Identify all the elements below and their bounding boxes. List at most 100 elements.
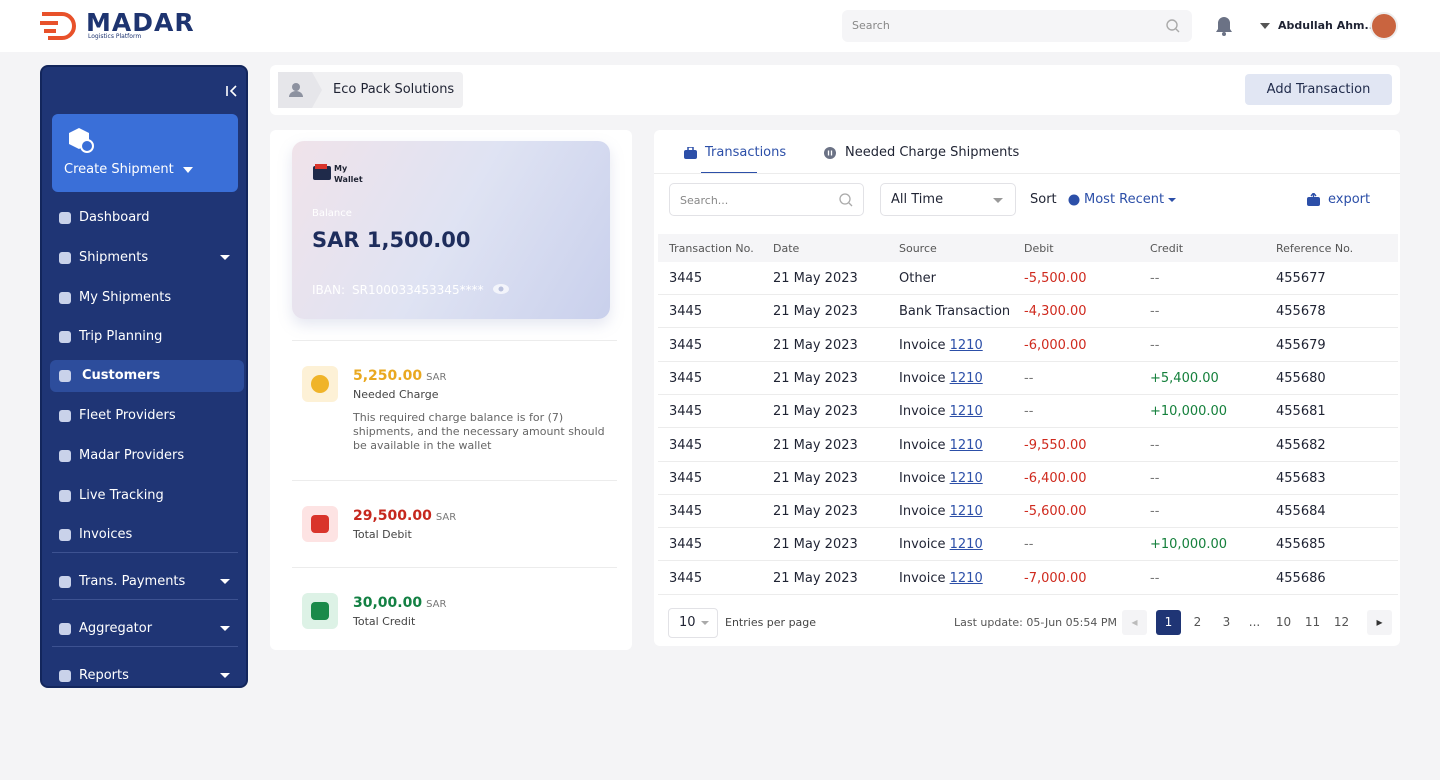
- user-name[interactable]: Abdullah Ahm...: [1278, 19, 1378, 32]
- table-search[interactable]: Search...: [669, 183, 864, 216]
- page-number[interactable]: 11: [1304, 615, 1321, 629]
- nav-item[interactable]: Reports: [50, 660, 244, 692]
- column-header: Debit: [1024, 242, 1054, 255]
- transaction-no-cell: 3445: [669, 304, 703, 320]
- search-box[interactable]: Search: [842, 10, 1192, 42]
- last-update: Last update: 05-Jun 05:54 PM: [954, 616, 1117, 629]
- nav-caret: [220, 626, 230, 636]
- invoice-link[interactable]: 1210: [949, 470, 983, 486]
- credit-cell: --: [1150, 337, 1160, 353]
- per-page-select[interactable]: 10: [668, 608, 718, 638]
- column-header: Reference No.: [1276, 242, 1354, 255]
- export-link[interactable]: export: [1328, 192, 1371, 207]
- sort-label: Sort: [1030, 192, 1057, 207]
- nav-item[interactable]: Fleet Providers: [50, 400, 244, 432]
- date-cell: 21 May 2023: [773, 504, 858, 520]
- summary-currency: SAR: [435, 512, 457, 523]
- caret: [1168, 198, 1176, 202]
- balance-label: Balance: [312, 208, 352, 219]
- collapse-icon[interactable]: [226, 85, 238, 97]
- create-shipment-button[interactable]: Create Shipment: [52, 114, 238, 192]
- nav-item[interactable]: Madar Providers: [50, 440, 244, 472]
- invoice-link[interactable]: 1210: [949, 404, 983, 420]
- page-number[interactable]: 3: [1222, 615, 1231, 629]
- summary-item: 5,250.00 SAR Needed Charge This required ch…: [292, 340, 617, 480]
- export-icon: [1307, 193, 1320, 206]
- nav-item[interactable]: Live Tracking: [50, 480, 244, 512]
- page-number[interactable]: ...: [1248, 615, 1261, 629]
- summary-label: Total Debit: [353, 528, 412, 541]
- prev-page[interactable]: ◂: [1122, 610, 1147, 635]
- invoice-link[interactable]: 1210: [949, 337, 983, 353]
- table-row: 3445 21 May 2023 Bank Transaction -4,300.00…: [658, 295, 1398, 329]
- eye-icon[interactable]: [492, 283, 510, 295]
- invoice-link[interactable]: 1210: [949, 437, 983, 453]
- page-number[interactable]: 10: [1275, 615, 1292, 629]
- nav-item[interactable]: Dashboard: [50, 202, 244, 234]
- credit-cell: +10,000.00: [1150, 537, 1228, 553]
- breadcrumb[interactable]: Eco Pack Solutions: [278, 72, 463, 108]
- summary-amount: 29,500.00 SAR: [353, 508, 456, 524]
- credit-cell: +10,000.00: [1150, 404, 1228, 420]
- nav-icon: [59, 576, 71, 588]
- summary-amount-value: 29,500.00: [353, 508, 432, 524]
- user-caret[interactable]: [1260, 23, 1270, 29]
- debit-cell: -5,600.00: [1024, 504, 1087, 520]
- column-header: Date: [773, 242, 800, 255]
- nav-item[interactable]: Trip Planning: [50, 321, 244, 353]
- summary-label: Total Credit: [353, 615, 416, 628]
- page-number[interactable]: 2: [1193, 615, 1202, 629]
- debit-cell: -7,000.00: [1024, 570, 1087, 586]
- date-cell: 21 May 2023: [773, 337, 858, 353]
- table-row: 3445 21 May 2023 Invoice 1210 -6,000.00 -- 45…: [658, 329, 1398, 362]
- nav-icon: [59, 623, 71, 635]
- reference-cell: 455686: [1276, 570, 1326, 586]
- reference-cell: 455684: [1276, 504, 1326, 520]
- date-cell: 21 May 2023: [773, 437, 858, 453]
- date-cell: 21 May 2023: [773, 404, 858, 420]
- transaction-no-cell: 3445: [669, 504, 703, 520]
- nav-icon: [59, 292, 71, 304]
- wallet-panel: My Wallet Balance SAR 1,500.00 IBAN: SR1…: [270, 130, 632, 650]
- box-icon: [69, 128, 94, 153]
- nav-item[interactable]: Customers: [50, 360, 244, 392]
- period-select[interactable]: All Time: [880, 183, 1016, 216]
- debit-cell: -9,550.00: [1024, 437, 1087, 453]
- logo-mark: [40, 12, 76, 40]
- sort-value[interactable]: Most Recent: [1084, 192, 1165, 207]
- invoice-link[interactable]: 1210: [949, 537, 983, 553]
- nav-label: Customers: [82, 368, 161, 383]
- date-cell: 21 May 2023: [773, 304, 858, 320]
- bell-icon[interactable]: [1215, 16, 1233, 36]
- avatar[interactable]: [1370, 12, 1398, 40]
- nav-item[interactable]: Aggregator: [50, 613, 244, 645]
- breadcrumb-label: Eco Pack Solutions: [333, 82, 455, 97]
- nav-item[interactable]: Invoices: [50, 519, 244, 551]
- column-header: Transaction No.: [669, 242, 754, 255]
- nav-label: My Shipments: [79, 290, 172, 305]
- nav-divider: [52, 599, 238, 600]
- tab-active[interactable]: Transactions: [705, 145, 787, 160]
- nav-label: Live Tracking: [79, 488, 164, 503]
- nav-item[interactable]: Shipments: [50, 242, 244, 274]
- tab[interactable]: Needed Charge Shipments: [845, 145, 1020, 160]
- table-row: 3445 21 May 2023 Invoice 1210 -- +10,000.00 4…: [658, 395, 1398, 429]
- reference-cell: 455678: [1276, 304, 1326, 320]
- summary-icon: [302, 366, 338, 402]
- summary-amount: 30,00.00 SAR: [353, 595, 446, 611]
- nav-item[interactable]: My Shipments: [50, 282, 244, 314]
- invoice-link[interactable]: 1210: [949, 570, 983, 586]
- table-row: 3445 21 May 2023 Other -5,500.00 -- 455677: [658, 262, 1398, 295]
- transaction-no-cell: 3445: [669, 404, 703, 420]
- transactions-table: Transaction No. Date Source Debit Credit Refe…: [654, 234, 1400, 600]
- invoice-link[interactable]: 1210: [949, 370, 983, 386]
- add-transaction-button[interactable]: Add Transaction: [1245, 74, 1392, 105]
- nav-item[interactable]: Trans. Payments: [50, 566, 244, 598]
- page-number[interactable]: 12: [1333, 615, 1350, 629]
- debit-cell: --: [1024, 537, 1034, 553]
- next-page[interactable]: ▸: [1367, 610, 1392, 635]
- balance-value: SAR 1,500.00: [312, 228, 471, 252]
- page-number[interactable]: 1: [1156, 610, 1181, 635]
- table-row: 3445 21 May 2023 Invoice 1210 -5,600.00 -- 45…: [658, 495, 1398, 529]
- invoice-link[interactable]: 1210: [949, 504, 983, 520]
